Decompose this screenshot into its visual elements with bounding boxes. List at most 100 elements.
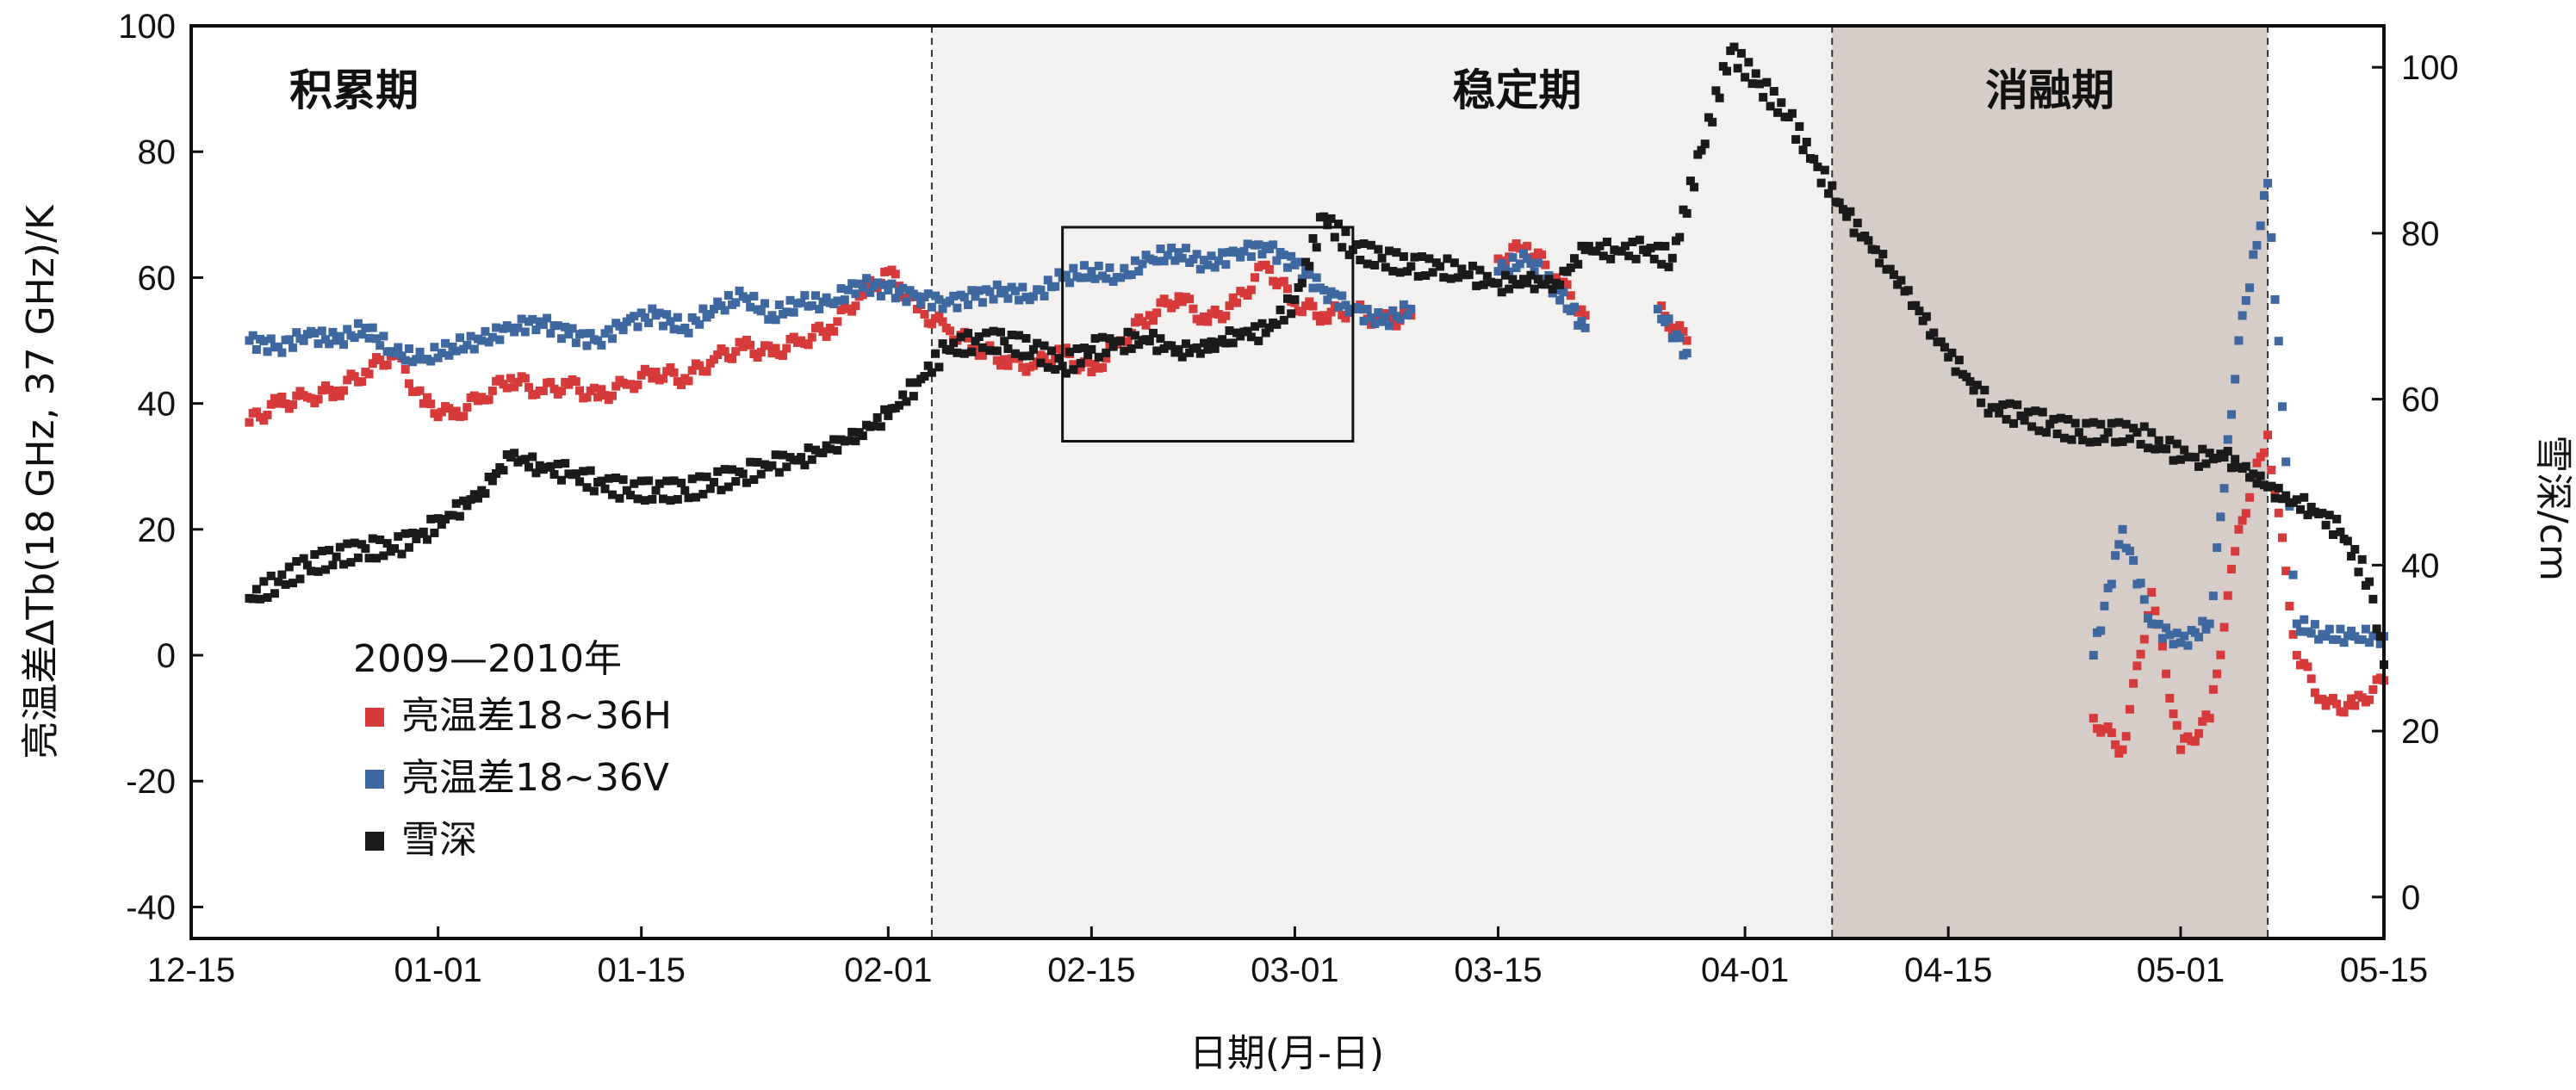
point-snow-fill	[1482, 271, 1492, 281]
point-v-fill	[822, 293, 831, 302]
point-snow-fill	[404, 542, 413, 552]
point-h-fill	[2231, 547, 2240, 556]
point-h-fill	[2238, 516, 2247, 525]
point-snow-fill	[346, 558, 356, 567]
point-snow-fill	[1356, 255, 1365, 264]
point-snow-44	[1523, 278, 1532, 288]
point-h-fill	[1152, 308, 1162, 318]
point-v-fill	[662, 310, 672, 319]
point-v-fill	[2252, 240, 2262, 250]
point-v-fill	[1257, 250, 1267, 259]
point-snow-fill	[1177, 352, 1187, 362]
point-snow-20	[825, 444, 835, 454]
point-v-48	[2118, 524, 2127, 534]
point-v-fill	[1130, 256, 1139, 265]
point-v-46	[1682, 349, 1691, 358]
phase-labels: 积累期 稳定期 消融期	[289, 65, 2114, 115]
y-tick-label-5: 60	[138, 259, 177, 297]
point-h-fill	[1264, 265, 1274, 275]
point-snow-fill	[1225, 326, 1234, 336]
point-v-fill	[2375, 639, 2385, 648]
point-h-fill	[658, 374, 667, 383]
point-h-fill	[815, 321, 824, 331]
point-v-fill	[630, 312, 639, 321]
point-h-11	[564, 380, 574, 389]
point-snow-fill	[607, 490, 617, 499]
point-snow-fill	[1251, 322, 1260, 331]
point-snow-fill	[600, 484, 610, 493]
point-v-fill	[2162, 623, 2171, 633]
point-v-fill	[876, 291, 885, 300]
point-snow-fill	[2332, 514, 2342, 523]
point-snow-fill	[2281, 491, 2291, 500]
point-v-fill	[1305, 269, 1314, 279]
point-snow-fill	[343, 539, 352, 548]
point-h-fill	[720, 347, 729, 356]
point-v-53	[2263, 178, 2273, 188]
point-h-fill	[313, 394, 323, 404]
point-snow-fill	[1723, 66, 1732, 76]
point-h-fill	[1243, 291, 1252, 300]
point-snow-fill	[1043, 362, 1052, 372]
point-snow-fill	[1061, 368, 1071, 378]
point-snow-fill	[978, 343, 987, 352]
point-snow-fill	[1664, 263, 1673, 272]
point-v-fill	[1036, 285, 1046, 294]
point-v-fill	[1207, 251, 1216, 261]
point-v-fill	[266, 334, 276, 344]
point-h-34	[1232, 298, 1241, 307]
point-snow-fill	[1787, 108, 1797, 118]
point-snow-41	[1436, 262, 1445, 271]
point-snow-fill	[1021, 333, 1031, 343]
point-snow-fill	[1624, 251, 1634, 261]
point-snow-fill	[2325, 511, 2334, 520]
point-h-fill	[1163, 299, 1172, 308]
point-h-fill	[597, 385, 606, 394]
point-v-47	[2089, 651, 2098, 660]
point-snow-fill	[636, 476, 646, 486]
highlight-box	[1061, 226, 1355, 443]
point-snow-fill	[2092, 437, 2101, 447]
point-v-fill	[2226, 410, 2236, 419]
point-snow-fill	[1388, 266, 1398, 276]
point-v-fill	[1192, 250, 1201, 259]
point-v-fill	[277, 348, 287, 357]
point-h-fill	[2241, 509, 2250, 518]
point-v-fill	[1156, 245, 1165, 254]
point-v-fill	[2249, 250, 2258, 259]
point-snow-fill	[2020, 416, 2029, 425]
point-v-fill	[2223, 435, 2232, 444]
point-snow-fill	[2060, 433, 2070, 443]
point-h-fill	[2136, 649, 2145, 659]
point-v-fill	[379, 331, 388, 341]
point-h-fill	[822, 331, 831, 341]
point-v-fill	[2274, 337, 2283, 346]
point-h-9	[506, 374, 515, 383]
point-h-fill	[2157, 641, 2167, 651]
point-v-fill	[1338, 291, 1347, 300]
point-snow-fill	[713, 467, 723, 476]
point-h-fill	[556, 387, 566, 396]
point-snow-fill	[371, 554, 381, 563]
point-h-fill	[1159, 294, 1169, 304]
point-h-fill	[1679, 327, 1688, 337]
point-snow-fill	[2241, 461, 2250, 471]
point-h-fill	[307, 393, 316, 403]
point-v-fill	[415, 347, 425, 356]
point-snow-fill	[1715, 93, 1724, 102]
point-h-fill	[1326, 307, 1336, 317]
point-snow-fill	[1990, 403, 2000, 412]
point-h-fill	[771, 344, 780, 353]
point-v-fill	[343, 325, 352, 334]
y-right-tick-label-3: 60	[2401, 381, 2440, 419]
point-v-fill	[248, 331, 258, 340]
point-v-fill	[949, 291, 959, 300]
point-h-fill	[978, 350, 987, 360]
point-h-fill	[2198, 716, 2207, 726]
point-snow-fill	[1733, 64, 1742, 73]
x-axis: 12-15 01-01 01-15 02-01 02-15 03-01 03-15 04-01…	[147, 926, 2428, 989]
point-h-55	[2321, 701, 2331, 710]
point-snow-fill	[2292, 495, 2301, 505]
point-snow-fill	[2082, 418, 2091, 428]
point-snow-fill	[1385, 246, 1394, 256]
